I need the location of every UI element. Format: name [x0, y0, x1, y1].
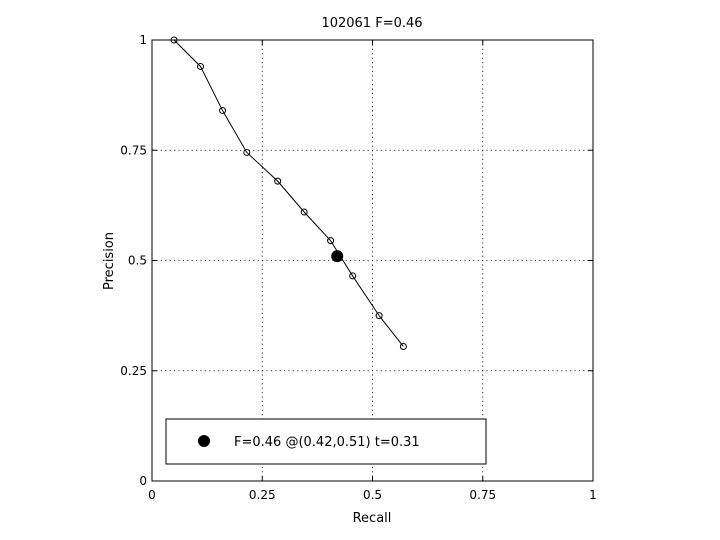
pr-curve-point [399, 342, 407, 350]
legend: F=0.46 @(0.42,0.51) t=0.31 [165, 418, 487, 465]
y-axis-label: Precision [102, 232, 117, 290]
legend-text: F=0.46 @(0.42,0.51) t=0.31 [234, 435, 420, 450]
chart-title: 102061 F=0.46 [321, 16, 422, 31]
pr-curve-point [349, 272, 357, 280]
pr-curve-point [300, 208, 308, 216]
legend-box [165, 418, 487, 465]
x-tick-label: 1 [589, 488, 597, 502]
y-tick-label: 0.25 [120, 364, 147, 378]
y-tick-label: 0.75 [120, 143, 147, 157]
legend-marker [198, 435, 210, 447]
x-tick-label: 0.75 [469, 488, 496, 502]
pr-curve-point [274, 177, 282, 185]
series [170, 36, 407, 350]
pr-curve-point [375, 312, 383, 320]
x-tick-label: 0.25 [249, 488, 276, 502]
pr-curve-point [243, 148, 251, 156]
x-tick-label: 0 [148, 488, 156, 502]
x-tick-label: 0.5 [363, 488, 382, 502]
x-axis-label: Recall [353, 511, 392, 526]
pr-curve-point [327, 237, 335, 245]
pr-curve-point [219, 107, 227, 115]
pr-curve-point [197, 62, 205, 70]
y-tick-label: 0 [139, 474, 147, 488]
y-tick-label: 0.5 [128, 254, 147, 268]
pr-curve-point [170, 36, 178, 44]
best-f-point [331, 250, 344, 263]
y-tick-label: 1 [139, 33, 147, 47]
axis-ticks: 0 0.25 0.5 0.75 1 0 0.25 0.5 0.75 1 [120, 33, 597, 502]
pr-curve-line [173, 39, 404, 347]
grid [152, 40, 593, 481]
